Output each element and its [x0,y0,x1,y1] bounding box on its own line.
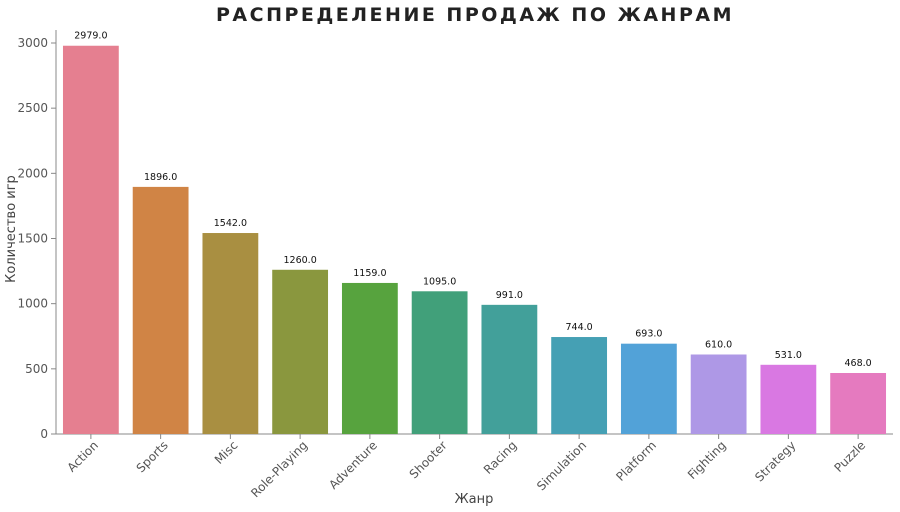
x-axis-label: Жанр [455,492,494,507]
bar-simulation [551,337,608,434]
bar-shooter [411,291,468,434]
bar-puzzle [830,373,887,434]
chart-title: РАСПРЕДЕЛЕНИЕ ПРОДАЖ ПО ЖАНРАМ [216,4,734,26]
x-tick-label: Simulation [534,438,589,493]
x-tick-label: Adventure [326,438,380,492]
bar-fighting [690,354,747,434]
y-tick-label: 2000 [17,166,48,180]
bar-value-label: 744.0 [566,322,593,333]
y-tick-label: 0 [40,427,48,441]
bar-value-label: 1896.0 [144,172,177,183]
y-tick-label: 1500 [17,232,48,246]
y-tick-label: 3000 [17,36,48,50]
bar-platform [620,343,677,434]
bar-strategy [760,364,817,434]
x-tick-label: Sports [134,438,171,475]
x-tick-label: Platform [613,438,659,484]
bar-value-label: 1542.0 [214,218,247,229]
bar-racing [481,304,538,434]
x-tick-label: Action [65,438,101,474]
x-tick-label: Racing [481,438,520,477]
bar-value-label: 693.0 [635,329,662,340]
bar-action [62,45,119,434]
x-tick-label: Puzzle [832,438,869,475]
bar-misc [202,233,259,434]
y-tick-label: 500 [25,362,48,376]
bar-adventure [341,282,398,434]
y-tick-label: 1000 [17,297,48,311]
bar-value-label: 1260.0 [284,255,317,266]
x-tick-label: Fighting [685,438,729,482]
x-tick-label: Shooter [407,438,450,481]
y-axis-label: Количество игр [4,175,19,283]
bar-value-label: 1159.0 [353,268,386,279]
y-tick-label: 2500 [17,101,48,115]
bar-value-label: 468.0 [845,358,872,369]
bar-value-label: 1095.0 [423,276,456,287]
x-tick-label: Misc [212,438,241,467]
x-tick-label: Role-Playing [248,438,310,500]
x-tick-label: Strategy [752,438,798,484]
bar-role-playing [272,269,329,434]
bar-value-label: 2979.0 [74,31,107,42]
bar-value-label: 991.0 [496,290,523,301]
bar-value-label: 610.0 [705,339,732,350]
bar-value-label: 531.0 [775,350,802,361]
bar-sports [132,186,189,434]
plot-area: 0 500 1000 1500 2000 2500 3000 2979.0 Action 1896… [17,29,893,500]
